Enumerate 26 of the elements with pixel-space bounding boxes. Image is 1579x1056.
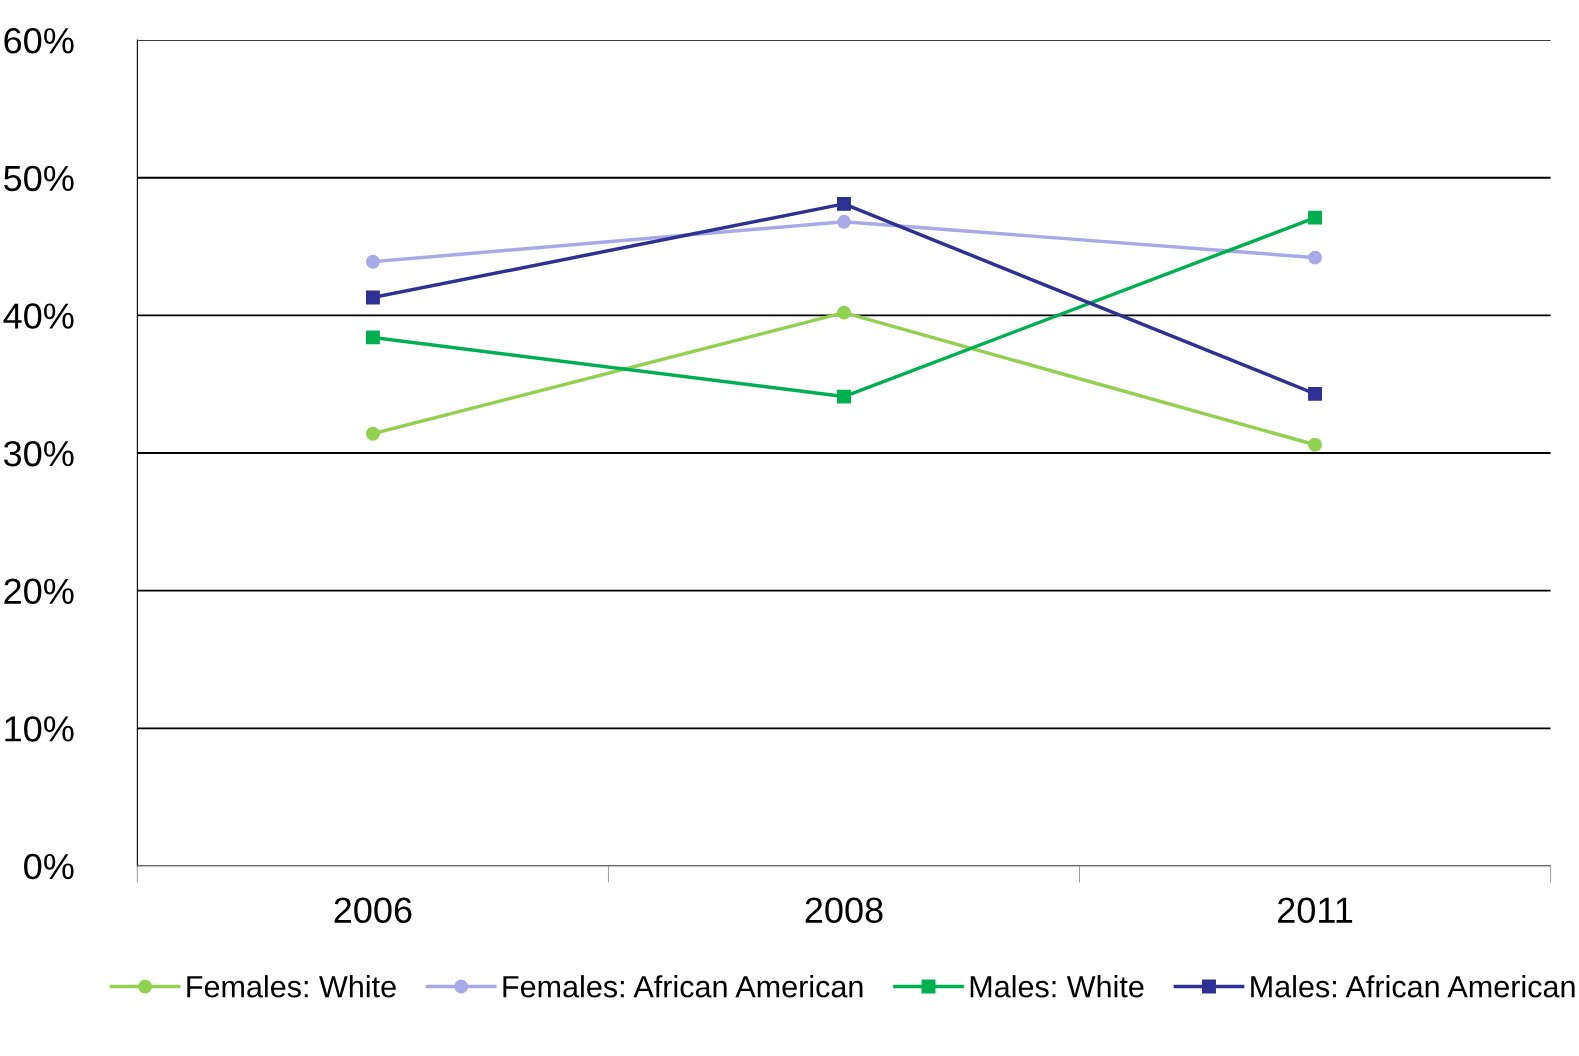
- point: [837, 389, 851, 404]
- point: [1308, 386, 1322, 401]
- point: [837, 214, 851, 229]
- legend-label: Males: White: [970, 975, 1144, 998]
- x-tick-label: 2008: [805, 897, 883, 923]
- point: [837, 305, 851, 320]
- y-tick-label: 10%: [5, 716, 74, 742]
- x-tick-label: 2006: [334, 897, 412, 923]
- y-tick-label: 40%: [3, 303, 74, 329]
- y-tick-label: 0%: [24, 853, 74, 880]
- point: [365, 254, 380, 269]
- legend-label: Females: White: [187, 975, 396, 998]
- point: [1308, 437, 1322, 452]
- y-tick-label: 60%: [4, 28, 74, 54]
- y-tick-label: 50%: [4, 165, 74, 192]
- y-tick-label: 20%: [4, 578, 74, 605]
- point: [365, 330, 380, 345]
- point: [365, 290, 380, 305]
- point: [1308, 210, 1322, 225]
- point: [365, 426, 380, 441]
- legend-label: Males: African American: [1251, 975, 1575, 998]
- y-tick-label: 30%: [3, 440, 74, 467]
- point: [837, 196, 851, 211]
- point: [1308, 250, 1322, 265]
- legend-label: Females: African American: [503, 975, 863, 998]
- x-tick-label: 2011: [1278, 897, 1353, 923]
